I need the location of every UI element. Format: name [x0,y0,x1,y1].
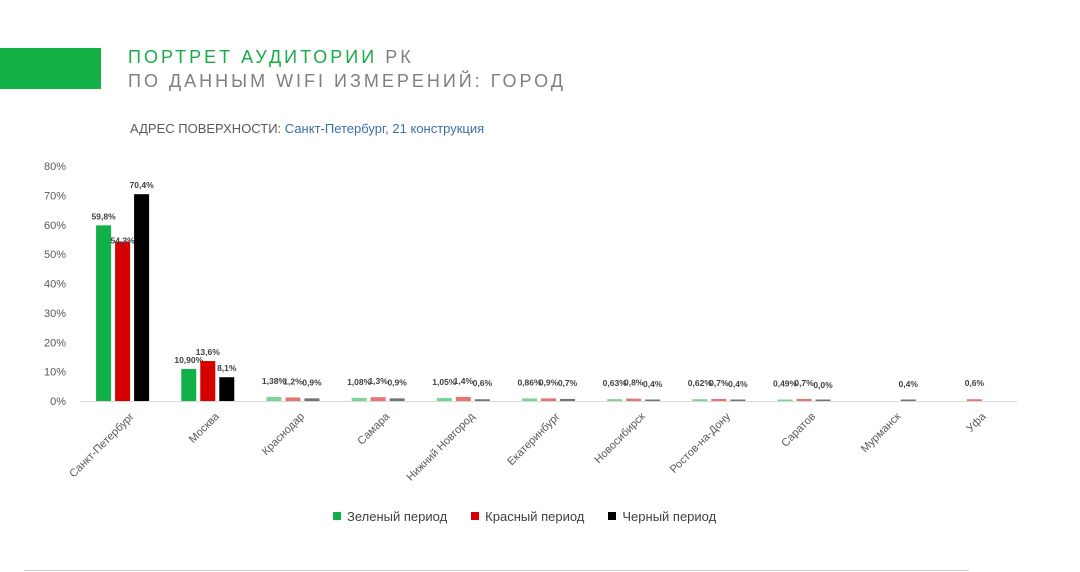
data-label: 1,08% [347,377,372,387]
bottom-divider [24,570,969,571]
data-label: 0,6% [473,378,493,388]
data-label: 59,8% [92,211,117,221]
category-label: Саратов [779,411,818,450]
y-tick-label: 20% [44,337,66,349]
bar [730,399,746,401]
category-label: Санкт-Петербург [67,411,136,480]
bar-chart: 0% 10% 20% 30% 40% 50% 60% 70% 80% 59,8% 54,3% 70,4… [44,161,1017,484]
data-label: 0,63% [603,378,628,388]
bar [900,399,916,401]
category-label: Краснодар [260,411,307,458]
data-label: 70,4% [130,180,155,190]
y-tick-label: 40% [44,279,66,291]
y-tick-label: 30% [44,308,66,320]
y-tick-label: 50% [44,249,66,261]
address-label: АДРЕС ПОВЕРХНОСТИ: [130,121,282,136]
data-label: 0,4% [643,379,663,389]
legend-swatch [333,512,341,520]
legend-label: Черный период [622,508,717,524]
data-label: 1,2% [283,376,303,386]
legend-swatch [608,512,617,520]
bar [219,377,235,401]
title-main: ПОРТРЕТ АУДИТОРИИ [128,47,378,67]
data-label: 0,7% [558,378,578,388]
category-label: Москва [187,410,223,446]
category-label: Мурманск [859,411,904,456]
bar [285,397,301,401]
data-label: 13,6% [196,347,221,357]
bar [134,194,150,401]
y-tick-label: 60% [44,220,66,232]
data-label: 0,62% [688,378,713,388]
bar [796,398,812,401]
data-label: 0,7% [794,378,814,388]
bar [645,399,661,401]
bar [541,398,556,401]
category-label: Новосибирск [592,411,648,467]
data-label: 0,6% [965,378,985,388]
category-label: Нижний Новгород [405,410,478,483]
bar [474,399,490,401]
data-label: 54,3% [111,235,136,245]
bar [455,396,471,401]
bar [200,361,216,401]
bar [304,398,320,401]
legend-item: Зеленый период [333,509,447,524]
data-label: 1,3% [368,376,388,386]
address-value: Санкт-Петербург, 21 конструкция [284,121,485,136]
data-label: 0,49% [773,379,798,389]
bar [181,368,197,401]
bar [522,398,537,401]
page-title: ПОРТРЕТ АУДИТОРИИ РК [128,47,414,68]
legend-swatch [471,512,480,520]
data-label: 0,0% [813,380,833,390]
category-label: Самара [355,410,392,447]
legend-item: Черный период [608,509,716,524]
bar [560,398,575,401]
bar [815,399,831,401]
legend-item: Красный период [471,509,584,524]
data-label: 0,9% [539,377,559,387]
bar [607,399,623,401]
data-label: 0,4% [728,379,748,389]
bar [966,399,982,401]
data-label: 0,8% [624,378,644,388]
y-tick-label: 80% [44,161,66,173]
category-label: Уфа [964,410,989,435]
data-label: 1,38% [262,376,287,386]
y-tick-label: 70% [44,190,66,202]
legend-label: Зеленый период [347,508,448,524]
bar [96,225,112,401]
data-label: 10,90% [174,355,203,365]
address-line: АДРЕС ПОВЕРХНОСТИ: Санкт-Петербург, 21 к… [130,121,484,136]
accent-bar [0,48,101,89]
bar [692,399,708,401]
bar [626,398,642,401]
y-tick-label: 0% [50,396,66,408]
category-label: Ростов-на-Дону [668,410,734,476]
chart-legend: Зеленый период Красный период Черный перио… [333,507,740,525]
data-label: 0,4% [899,379,919,389]
data-label: 0,9% [302,377,322,387]
bar [711,398,727,401]
y-tick-label: 10% [44,367,66,379]
title-suffix: РК [385,47,414,67]
data-label: 0,9% [387,377,407,387]
page-subtitle: ПО ДАННЫМ WIFI ИЗМЕРЕНИЙ: ГОРОД [128,71,566,91]
data-label: 8,1% [217,363,237,373]
bar [351,397,367,401]
data-label: 1,4% [454,376,474,386]
bar [115,241,131,401]
data-label: 1,05% [432,377,457,387]
data-label: 0,7% [709,378,729,388]
category-label: Екатеринбург [505,411,562,468]
bar [389,398,405,401]
bar [266,396,282,401]
legend-label: Красный период [485,508,585,524]
data-label: 0,86% [517,377,542,387]
bar [370,397,386,401]
bar [777,399,793,401]
bar [436,397,452,401]
